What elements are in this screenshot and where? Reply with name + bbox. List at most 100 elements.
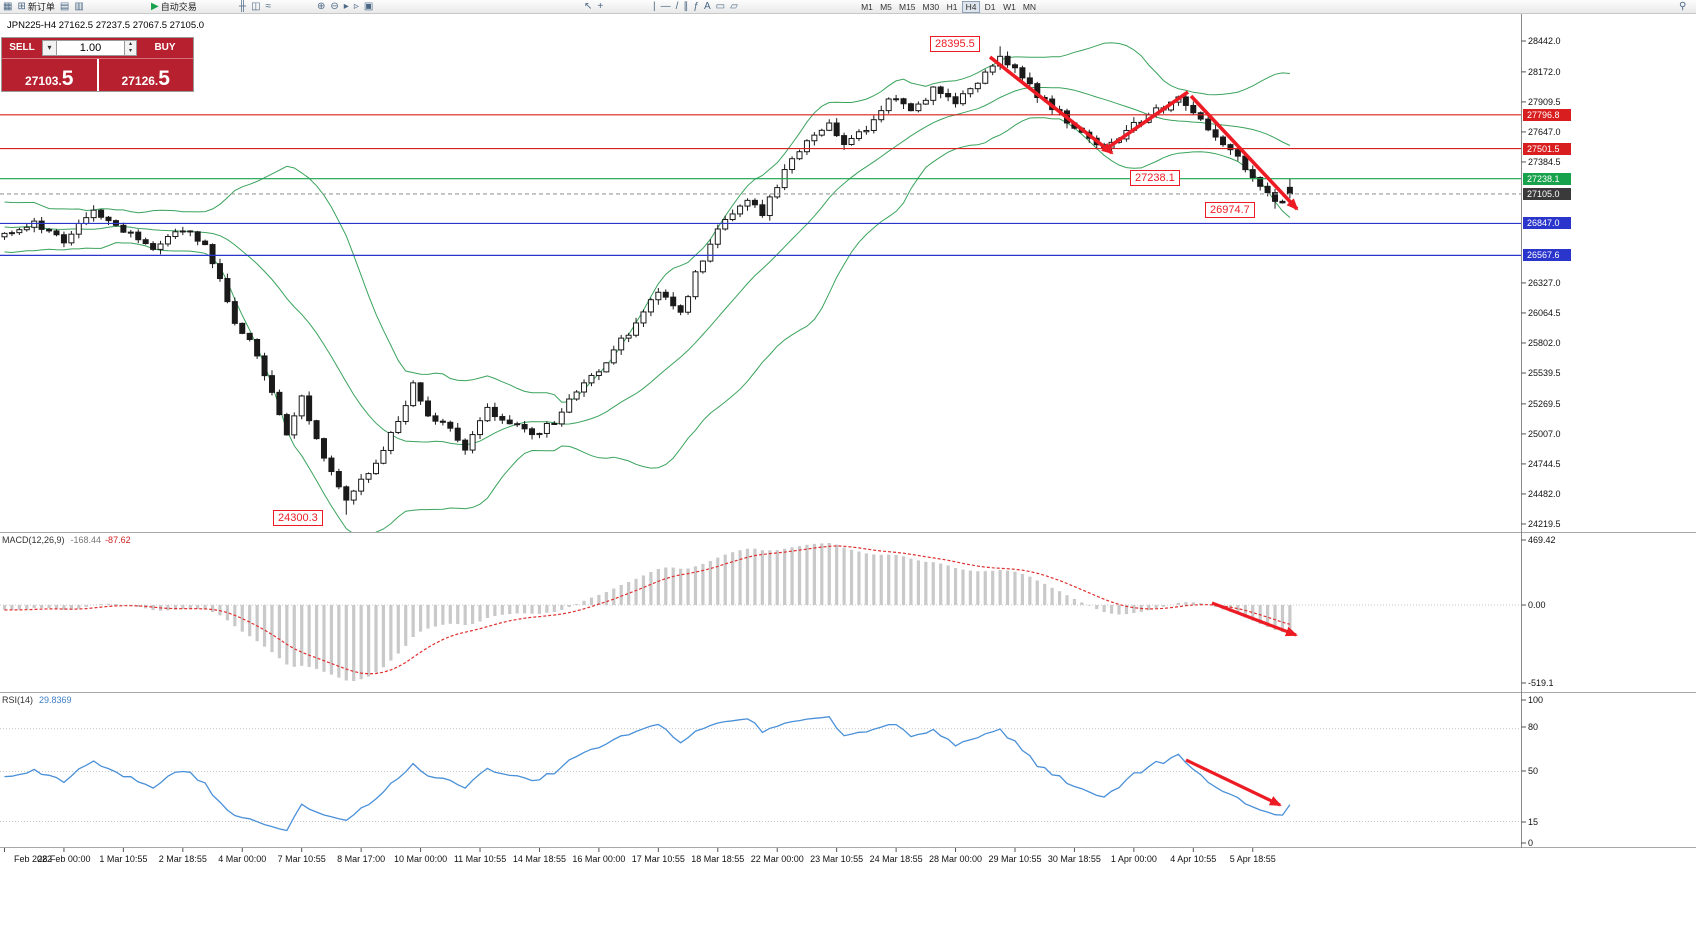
price-axis-tag: 27238.1 xyxy=(1523,172,1571,185)
cursor-icon[interactable]: ↖ xyxy=(583,0,593,13)
price-callout[interactable]: 28395.5 xyxy=(930,36,980,52)
time-axis-label: 5 Apr 18:55 xyxy=(1229,854,1276,864)
price-callout[interactable]: 24300.3 xyxy=(273,510,323,526)
time-axis-label: 18 Mar 18:55 xyxy=(691,854,745,864)
new-order-button[interactable]: ⊞ 新订单 xyxy=(16,0,55,13)
chart-shift-icon: ▹ xyxy=(353,1,359,12)
time-axis-label: 14 Mar 18:55 xyxy=(512,854,566,864)
timeframe-button-mn[interactable]: MN xyxy=(1022,1,1037,12)
sell-button[interactable]: SELL xyxy=(9,42,35,53)
timeframe-button-h4[interactable]: H4 xyxy=(962,0,981,13)
macd-signal-value: -87.62 xyxy=(105,535,131,545)
candlestick-chart-icon[interactable]: ◫ xyxy=(250,0,261,13)
timeframe-button-d1[interactable]: D1 xyxy=(984,1,996,12)
price-axis-label: 24219.5 xyxy=(1528,518,1561,529)
search-icon: ⚲ xyxy=(1679,1,1687,12)
crosshair-icon[interactable]: + xyxy=(596,0,604,13)
time-axis-label: 4 Apr 10:55 xyxy=(1170,854,1217,864)
macd-label: MACD(12,26,9) -168.44 -87.62 xyxy=(2,535,131,545)
volume-dropdown-icon[interactable]: ▾ xyxy=(42,40,57,56)
main-chart-panel[interactable] xyxy=(0,16,1521,532)
time-axis-label: 10 Mar 00:00 xyxy=(394,854,448,864)
shapes-icon[interactable]: ▱ xyxy=(729,0,739,13)
price-axis-label: 25007.0 xyxy=(1528,428,1561,439)
chart-shift-icon[interactable]: ▹ xyxy=(353,0,360,13)
macd-axis-label: -519.1 xyxy=(1528,678,1554,688)
stepper-up-icon[interactable]: ▴ xyxy=(128,41,132,47)
fibonacci-icon[interactable]: ƒ xyxy=(692,0,700,13)
vertical-line-icon[interactable]: | xyxy=(652,0,657,13)
timeframe-button-m1[interactable]: M1 xyxy=(861,1,873,12)
timeframe-button-h1[interactable]: H1 xyxy=(946,1,958,12)
market-watch-icon[interactable]: ▤ xyxy=(59,0,70,13)
search-icon[interactable]: ⚲ xyxy=(1678,0,1687,13)
chart-window-icon: ▦ xyxy=(3,1,13,12)
price-axis-tag: 27796.8 xyxy=(1523,108,1571,121)
price-axis-label: 28442.0 xyxy=(1528,36,1561,46)
zoom-in-icon[interactable]: ⊕ xyxy=(316,0,326,13)
trendline-icon[interactable]: / xyxy=(675,0,680,13)
time-axis-label: 28 Mar 00:00 xyxy=(929,854,983,864)
candles-and-bands-layer xyxy=(0,42,1521,532)
price-axis-label: 27647.0 xyxy=(1528,126,1561,137)
text-label-icon[interactable]: ▭ xyxy=(715,0,726,13)
timeframe-button-m30[interactable]: M30 xyxy=(922,1,940,12)
volume-stepper[interactable]: ▴ ▾ xyxy=(125,40,137,56)
time-axis-label: 24 Mar 18:55 xyxy=(869,854,923,864)
price-axis-label: 27384.5 xyxy=(1528,156,1561,167)
auto-scroll-icon[interactable]: ▸ xyxy=(343,0,350,13)
time-axis[interactable]: Feb 2022 28 Feb 00:00 1 Mar 10:55 2 Mar 18:… xyxy=(0,848,1521,868)
navigator-icon[interactable]: ▥ xyxy=(73,0,84,13)
toolbar-group-windows: ▦ ⊞ 新订单 ▤ ▥ xyxy=(2,0,85,13)
horizontal-line-icon[interactable]: — xyxy=(660,0,672,13)
buy-button[interactable]: BUY xyxy=(154,42,176,53)
price-axis-tag: 26847.0 xyxy=(1523,217,1571,230)
macd-panel[interactable] xyxy=(0,533,1521,692)
candlesticks xyxy=(1,46,1293,515)
timeframe-button-w1[interactable]: W1 xyxy=(1003,1,1016,12)
rsi-title: RSI(14) xyxy=(2,695,34,705)
timeframe-button-m15[interactable]: M15 xyxy=(899,1,916,12)
price-callout[interactable]: 26974.7 xyxy=(1205,202,1255,218)
time-axis-label: 30 Mar 18:55 xyxy=(1047,854,1101,864)
time-axis-label: 16 Mar 00:00 xyxy=(572,854,626,864)
tile-windows-icon[interactable]: ▣ xyxy=(363,0,374,13)
timeframe-button-m5[interactable]: M5 xyxy=(880,1,892,12)
channel-icon: ∥ xyxy=(683,1,689,12)
autotrade-button[interactable]: ▶ 自动交易 xyxy=(150,0,198,13)
buy-price-main: 27126. xyxy=(121,74,159,88)
shapes-icon: ▱ xyxy=(730,1,738,12)
time-axis-label: 22 Mar 00:00 xyxy=(750,854,804,864)
trade-controls-row: SELL ▾ ▴ ▾ BUY xyxy=(2,38,193,58)
buy-price-display[interactable]: 27126. 5 xyxy=(99,59,194,91)
macd-layer xyxy=(0,543,1521,681)
line-chart-icon[interactable]: ≈ xyxy=(265,0,273,13)
text-icon[interactable]: A xyxy=(703,0,712,13)
zoom-in-icon: ⊕ xyxy=(317,1,326,12)
toolbar-group-autotrade: ▶ 自动交易 xyxy=(150,0,198,13)
trendline-icon: / xyxy=(675,1,679,12)
time-axis-label: 4 Mar 00:00 xyxy=(218,854,267,864)
price-axis-label: 24744.5 xyxy=(1528,458,1561,469)
toolbar-right: ⚲ xyxy=(1678,0,1687,13)
zoom-out-icon[interactable]: ⊖ xyxy=(329,0,339,13)
rsi-layer xyxy=(0,716,1521,832)
main-toolbar: ▦ ⊞ 新订单 ▤ ▥ ▶ 自动交易 ╫ ◫ ≈ ⊕ ⊖ ▸ ▹ ▣ ↖ + | — / ∥ ƒ A ▭ ▱ M1 M5 M15 M30… xyxy=(0,0,1696,14)
channel-icon[interactable]: ∥ xyxy=(682,0,689,13)
new-order-icon: ⊞ xyxy=(17,1,26,12)
rsi-axis-label: 15 xyxy=(1528,817,1539,827)
price-axis-label: 26064.5 xyxy=(1528,307,1561,318)
stepper-down-icon[interactable]: ▾ xyxy=(128,48,132,54)
sell-price-display[interactable]: 27103. 5 xyxy=(2,59,97,91)
rsi-panel[interactable] xyxy=(0,693,1521,847)
price-axis-label: 25269.5 xyxy=(1528,398,1561,409)
volume-input[interactable] xyxy=(57,40,125,56)
trend-arrow-annotations[interactable] xyxy=(988,55,1299,211)
chart-window-icon[interactable]: ▦ xyxy=(2,0,13,13)
price-axis-tag: 26567.6 xyxy=(1523,249,1571,262)
price-callout[interactable]: 27238.1 xyxy=(1130,170,1180,186)
auto-scroll-icon: ▸ xyxy=(343,1,349,12)
bar-chart-icon[interactable]: ╫ xyxy=(238,0,247,13)
price-axis[interactable]: 28442.0 28172.0 27909.5 27647.0 27384.5 26327… xyxy=(1521,0,1696,936)
